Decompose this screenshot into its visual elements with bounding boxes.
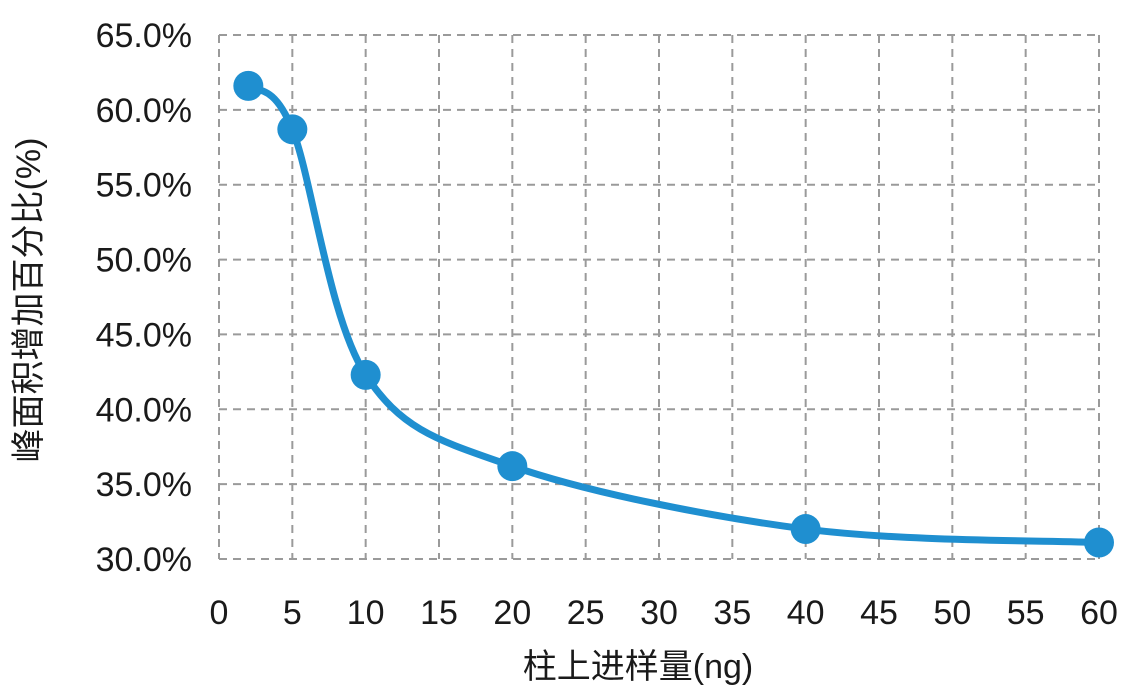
x-axis-title: 柱上进样量(ng): [523, 648, 753, 686]
data-point: [277, 114, 308, 145]
x-tick-label: 40: [787, 594, 825, 632]
series-layer: [233, 70, 1114, 558]
data-point: [1084, 527, 1114, 558]
x-tick-label: 30: [640, 594, 678, 632]
x-tick-label: 50: [933, 594, 971, 632]
y-tick-label: 30.0%: [96, 541, 192, 579]
x-tick-label: 60: [1080, 594, 1118, 632]
data-point: [497, 451, 528, 482]
y-tick-label: 55.0%: [96, 167, 192, 205]
y-tick-label: 40.0%: [96, 391, 192, 429]
x-tick-label: 0: [210, 594, 229, 632]
y-axis-title: 峰面积增加百分比(%): [10, 138, 48, 463]
tick-labels: 0 5 10 15 20 25 30 35 40 45 50 55 60 30.0% 35.0% 40.0% 4…: [96, 17, 1118, 632]
data-point: [233, 70, 264, 101]
x-tick-label: 25: [567, 594, 605, 632]
y-tick-label: 65.0%: [96, 17, 192, 55]
x-tick-label: 35: [713, 594, 751, 632]
grid: [218, 34, 1100, 560]
y-tick-label: 45.0%: [96, 316, 192, 354]
x-tick-label: 10: [347, 594, 385, 632]
y-tick-label: 35.0%: [96, 466, 192, 504]
x-tick-label: 15: [420, 594, 458, 632]
x-tick-label: 5: [283, 594, 302, 632]
x-tick-label: 20: [493, 594, 531, 632]
data-point: [790, 514, 821, 545]
x-tick-label: 55: [1007, 594, 1045, 632]
data-point: [350, 359, 381, 390]
series-line: [244, 82, 1103, 547]
x-tick-label: 45: [860, 594, 898, 632]
y-tick-label: 50.0%: [96, 242, 192, 280]
y-tick-label: 60.0%: [96, 92, 192, 130]
